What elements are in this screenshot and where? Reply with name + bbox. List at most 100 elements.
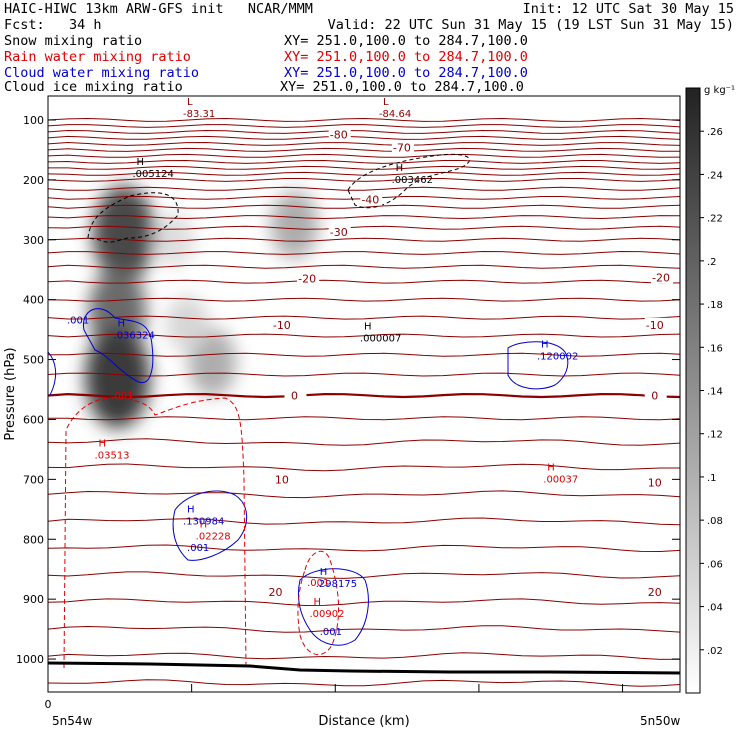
cloud-water-contour-right xyxy=(507,341,569,390)
field-cloudwater-xy: XY= 251.0,100.0 to 284.7,100.0 xyxy=(284,65,528,81)
y-tick-label: 200 xyxy=(23,174,44,187)
extremum-value: .120002 xyxy=(537,352,578,363)
rain-contour-main xyxy=(63,397,247,669)
y-tick-label: 600 xyxy=(23,413,44,426)
isotherm-line xyxy=(48,117,680,122)
field-snow-xy: XY= 251.0,100.0 to 284.7,100.0 xyxy=(284,33,528,49)
field-rain-name: Rain water mixing ratio xyxy=(4,49,191,65)
y-tick-label: 100 xyxy=(23,114,44,127)
isotherm-label-bg xyxy=(391,140,414,154)
isotherm-label: 20 xyxy=(648,586,662,599)
extremum-value: .036324 xyxy=(114,331,155,342)
colorbar-tick-label: .24 xyxy=(707,170,723,181)
isotherm-label: -20 xyxy=(298,273,316,286)
isotherm-line xyxy=(48,625,680,633)
isotherm-line xyxy=(48,297,680,302)
isotherm-label-bg xyxy=(328,127,351,141)
isotherm-line xyxy=(48,517,680,526)
y-tick-label: 700 xyxy=(23,473,44,486)
x-axis-right-endpoint: 5n50w xyxy=(640,714,681,728)
isotherm-label-bg xyxy=(328,224,351,238)
extremum-mark: H xyxy=(541,340,549,351)
isotherm-line xyxy=(48,544,680,553)
field-rain-xy: XY= 251.0,100.0 to 284.7,100.0 xyxy=(284,49,528,65)
x-axis-left-endpoint: 5n54w xyxy=(52,714,93,728)
isotherm-label-bg xyxy=(644,584,667,598)
isotherm-line xyxy=(48,204,680,209)
isotherm-line xyxy=(48,571,680,579)
extremum-value: .003462 xyxy=(392,175,433,186)
isotherm-label: 0 xyxy=(291,389,298,402)
rain-contour-core xyxy=(297,550,339,656)
cloud-contours xyxy=(48,153,569,669)
isotherm-line xyxy=(48,333,680,338)
header-line1-right: Init: 12 UTC Sat 30 May 15 xyxy=(522,1,734,17)
extremum-value: -84.64 xyxy=(379,109,411,120)
isotherm-line xyxy=(48,165,680,170)
isotherm-line xyxy=(48,178,680,182)
isotherm-label: -10 xyxy=(646,319,664,332)
extremum-mark: H xyxy=(313,597,321,608)
terrain-line xyxy=(47,661,681,675)
isotherm-label-bg xyxy=(651,270,674,284)
isotherm-line xyxy=(48,215,680,220)
isotherm-label: -20 xyxy=(652,271,670,284)
cloud-water-contour-edge xyxy=(48,351,57,396)
isotherm-line xyxy=(48,490,680,499)
isotherm-line xyxy=(48,438,680,446)
isotherm-label: -10 xyxy=(273,319,291,332)
cloud-water-contour-left xyxy=(83,308,154,383)
snow-blob xyxy=(92,185,156,283)
extremum-value: .000007 xyxy=(360,334,401,345)
snow-blob xyxy=(188,328,237,397)
contour-label: .001 xyxy=(307,578,329,589)
extremum-value: .00902 xyxy=(309,609,344,620)
plot-frame xyxy=(47,95,681,693)
extremum-mark: H xyxy=(136,157,144,168)
isotherm-line xyxy=(48,598,680,607)
extremum-value: .298175 xyxy=(316,579,357,590)
extremum-mark: H xyxy=(396,163,404,174)
isotherm-line xyxy=(48,237,680,242)
colorbar-tick-label: .2 xyxy=(707,257,717,268)
isotherm-label: -70 xyxy=(393,142,411,155)
colorbar-tick-label: .06 xyxy=(707,559,723,570)
extremum-mark: H xyxy=(364,322,372,333)
isotherm-line xyxy=(48,186,680,191)
isotherm-label-bg xyxy=(360,192,383,206)
isotherm-label: 0 xyxy=(651,389,658,402)
isotherm-label: -30 xyxy=(330,226,348,239)
colorbar-tick-label: .22 xyxy=(707,214,723,225)
contour-label: .001 xyxy=(67,316,89,327)
snow-blob xyxy=(270,190,319,259)
isotherm-line xyxy=(48,147,680,152)
isotherm-lines xyxy=(48,117,680,687)
extremum-mark: H xyxy=(187,504,195,515)
field-cloudice-xy: XY= 251.0,100.0 to 284.7,100.0 xyxy=(280,79,524,95)
extremum-mark: L xyxy=(383,97,389,108)
extremum-value: .02228 xyxy=(196,531,231,542)
extremum-value: .005124 xyxy=(132,169,173,180)
extremum-mark: H xyxy=(118,319,126,330)
snow-shading-layer xyxy=(85,185,319,429)
colorbar-tick-label: .14 xyxy=(707,387,723,398)
isotherm-line xyxy=(48,279,680,284)
isotherm-label-bg xyxy=(284,388,307,402)
isotherm-label-bg xyxy=(644,475,667,489)
y-tick-label: 500 xyxy=(23,354,44,367)
cloud-water-contour-low xyxy=(172,490,248,561)
colorbar-tick-label: .08 xyxy=(707,516,723,527)
header-line2-left: Fcst: 34 h xyxy=(4,17,102,33)
cloud-ice-contour-left xyxy=(87,192,179,243)
isotherm-line xyxy=(48,129,680,134)
isotherm-label-bg xyxy=(297,271,320,285)
isotherm-line xyxy=(48,652,680,660)
cloud-ice-contour-right xyxy=(347,153,470,209)
isotherm-line xyxy=(48,124,680,128)
isotherm-label-bg xyxy=(265,584,288,598)
isotherm-label-bg xyxy=(644,317,667,331)
contour-label: .001 xyxy=(111,390,133,401)
y-axis-label: Pressure (hPa) xyxy=(3,347,18,440)
